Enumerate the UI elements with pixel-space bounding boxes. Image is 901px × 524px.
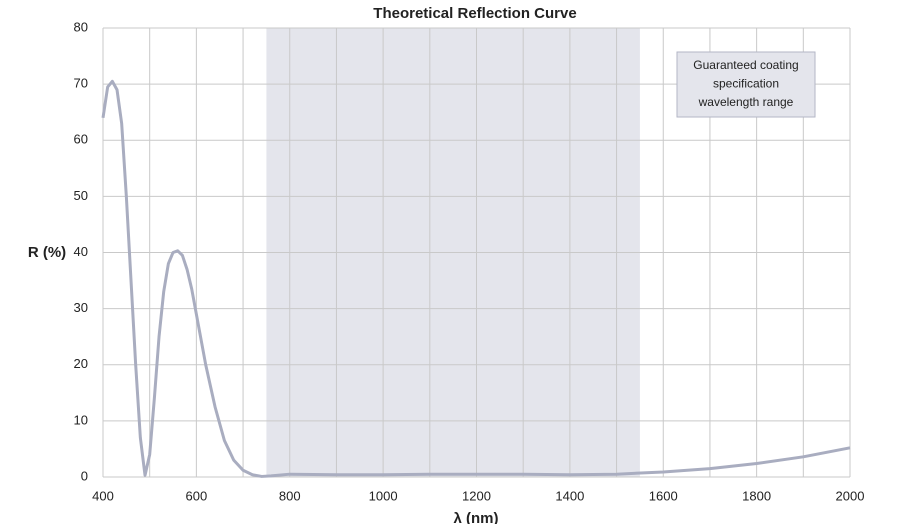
x-tick-label: 1600 <box>649 488 678 503</box>
x-tick-label: 1800 <box>742 488 771 503</box>
y-tick-label: 40 <box>74 244 88 259</box>
y-tick-label: 50 <box>74 188 88 203</box>
x-tick-label: 600 <box>186 488 208 503</box>
x-tick-label: 1000 <box>369 488 398 503</box>
x-tick-label: 2000 <box>836 488 865 503</box>
y-axis-label: R (%) <box>28 244 66 261</box>
y-tick-label: 70 <box>74 76 88 91</box>
line-series <box>101 79 851 478</box>
x-axis-label: λ (nm) <box>454 510 499 524</box>
y-tick-label: 0 <box>81 468 88 483</box>
annotation-box <box>676 51 816 118</box>
x-tick-label: 800 <box>279 488 301 503</box>
y-tick-label: 30 <box>74 300 88 315</box>
chart-title: Theoretical Reflection Curve <box>373 5 576 22</box>
y-tick-label: 60 <box>74 132 88 147</box>
y-tick-label: 20 <box>74 356 88 371</box>
x-tick-label: 1200 <box>462 488 491 503</box>
y-tick-label: 10 <box>74 412 88 427</box>
annotation-text: Guaranteed coating <box>693 58 798 72</box>
y-tick-label: 80 <box>74 19 88 34</box>
annotation-text: wavelength range <box>698 95 794 109</box>
annotation-text: specification <box>713 77 779 91</box>
x-tick-label: 400 <box>92 488 114 503</box>
x-tick-label: 1400 <box>555 488 584 503</box>
